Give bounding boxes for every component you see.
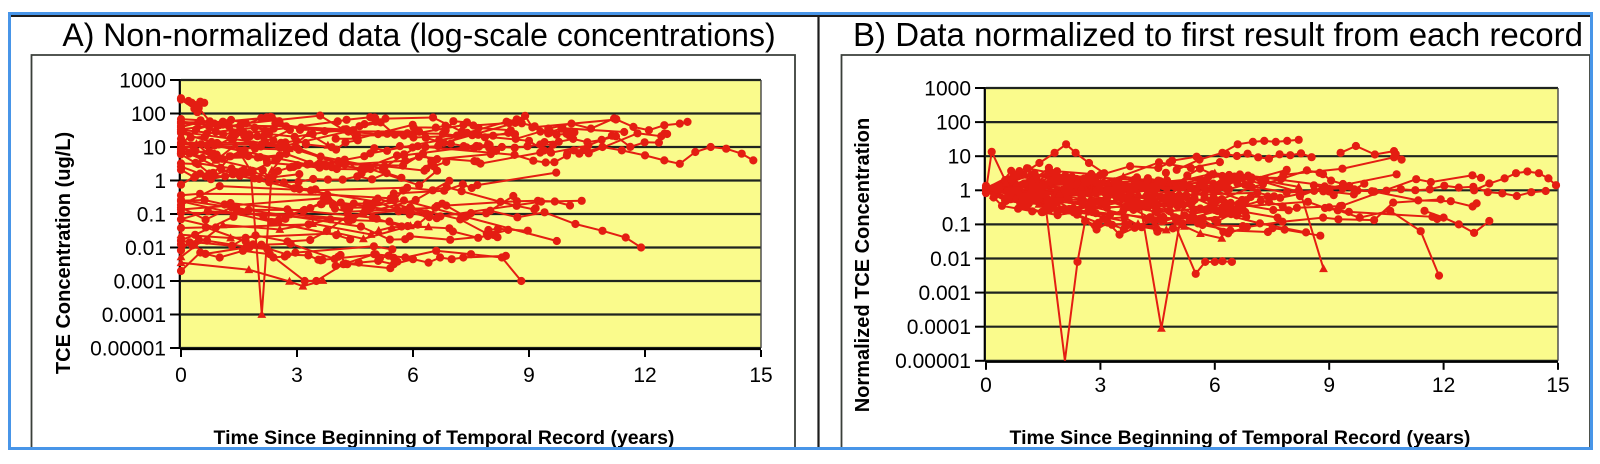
svg-text:1000: 1000 [119, 69, 166, 92]
svg-text:0.1: 0.1 [137, 203, 166, 226]
svg-text:Time Since Beginning of Tempor: Time Since Beginning of Temporal Record … [214, 427, 675, 449]
svg-text:12: 12 [633, 364, 656, 387]
svg-text:0.001: 0.001 [113, 270, 166, 293]
svg-text:15: 15 [1546, 374, 1569, 397]
svg-text:100: 100 [131, 103, 166, 126]
svg-text:15: 15 [749, 364, 772, 387]
svg-text:3: 3 [291, 364, 303, 387]
svg-text:6: 6 [407, 364, 419, 387]
svg-text:3: 3 [1095, 374, 1107, 397]
svg-text:9: 9 [1323, 374, 1335, 397]
svg-text:Time Since Beginning of Tempor: Time Since Beginning of Temporal Record … [1010, 427, 1471, 449]
svg-text:B) Data normalized to first re: B) Data normalized to first result from … [853, 16, 1583, 53]
svg-text:0: 0 [175, 364, 187, 387]
svg-text:0.00001: 0.00001 [895, 350, 971, 373]
svg-text:0.00001: 0.00001 [90, 337, 166, 360]
svg-text:1000: 1000 [924, 77, 971, 100]
svg-text:6: 6 [1209, 374, 1221, 397]
svg-text:TCE Concentration (ug/L): TCE Concentration (ug/L) [53, 132, 75, 374]
svg-text:0.1: 0.1 [942, 214, 971, 237]
svg-text:10: 10 [948, 146, 971, 169]
svg-text:100: 100 [936, 111, 971, 134]
svg-text:Normalized TCE Concentration: Normalized TCE Concentration [852, 118, 874, 412]
svg-text:0.01: 0.01 [125, 237, 166, 260]
svg-text:1: 1 [959, 180, 971, 203]
svg-text:12: 12 [1432, 374, 1455, 397]
svg-text:0: 0 [980, 374, 992, 397]
svg-text:A) Non-normalized data (log-sc: A) Non-normalized data (log-scale concen… [62, 17, 775, 53]
svg-text:1: 1 [154, 170, 166, 193]
svg-text:0.0001: 0.0001 [907, 316, 971, 339]
svg-text:10: 10 [143, 136, 166, 159]
svg-text:0.01: 0.01 [930, 248, 971, 271]
svg-text:0.001: 0.001 [918, 282, 971, 305]
svg-text:9: 9 [523, 364, 535, 387]
svg-text:0.0001: 0.0001 [102, 304, 166, 327]
